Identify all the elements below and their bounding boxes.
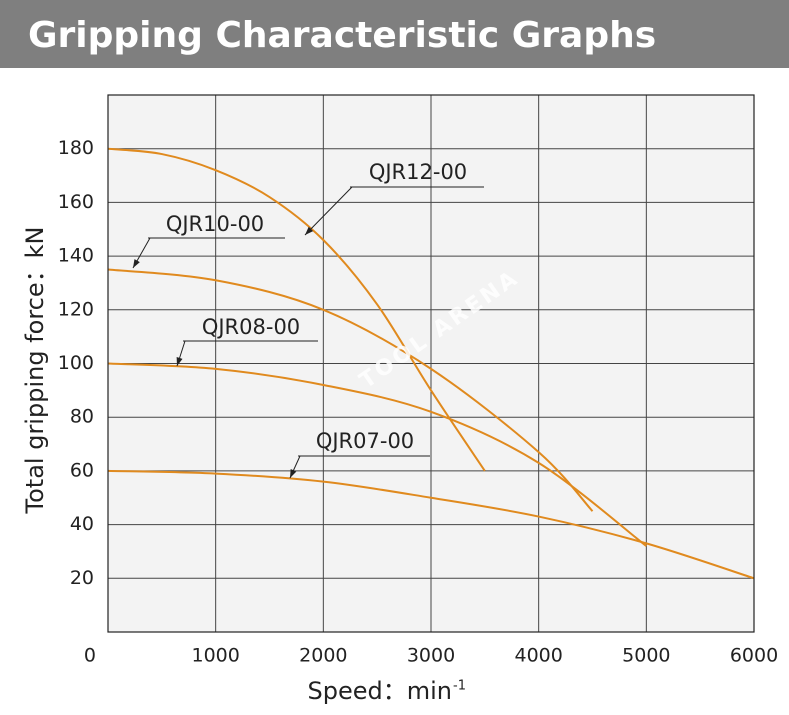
chart-title: Gripping Characteristic Graphs (28, 15, 656, 56)
arrow-head (290, 469, 297, 478)
x-tick-label: 2000 (299, 645, 347, 667)
series-line (107, 362, 647, 547)
y-tick-label: 20 (70, 567, 94, 589)
series-line (107, 469, 755, 580)
series-label: QJR07-00 (316, 429, 414, 453)
y-tick-label: 140 (58, 245, 94, 267)
x-tick-label: 0 (84, 645, 96, 667)
series-line (107, 268, 594, 512)
lines (107, 147, 755, 580)
y-tick-label: 60 (70, 459, 94, 481)
title-bar (0, 0, 789, 68)
x-tick-label: 3000 (407, 645, 455, 667)
series-label: QJR12-00 (369, 160, 467, 184)
y-tick-label: 120 (58, 298, 94, 320)
label-arrow (304, 186, 353, 236)
plot-frame (107, 94, 755, 633)
arrow-head (133, 259, 140, 268)
arrow-head (305, 226, 314, 235)
series-label: QJR08-00 (202, 315, 300, 339)
y-tick-label: 100 (58, 352, 94, 374)
y-tick-label: 180 (58, 137, 94, 159)
x-tick-label: 6000 (730, 645, 778, 667)
y-tick-label: 160 (58, 191, 94, 213)
y-tick-label: 80 (70, 406, 94, 428)
x-tick-label: 5000 (622, 645, 670, 667)
x-axis-label: Speed：min (308, 677, 453, 705)
arrow-head (176, 357, 183, 366)
x-tick-label: 1000 (191, 645, 239, 667)
x-tick-label: 4000 (514, 645, 562, 667)
x-axis-label-superscript: -1 (453, 679, 466, 694)
y-axis-label: Total gripping force：kN (21, 227, 49, 515)
y-tick-label: 40 (70, 513, 94, 535)
series-label: QJR10-00 (166, 212, 264, 236)
series-line (107, 147, 486, 472)
